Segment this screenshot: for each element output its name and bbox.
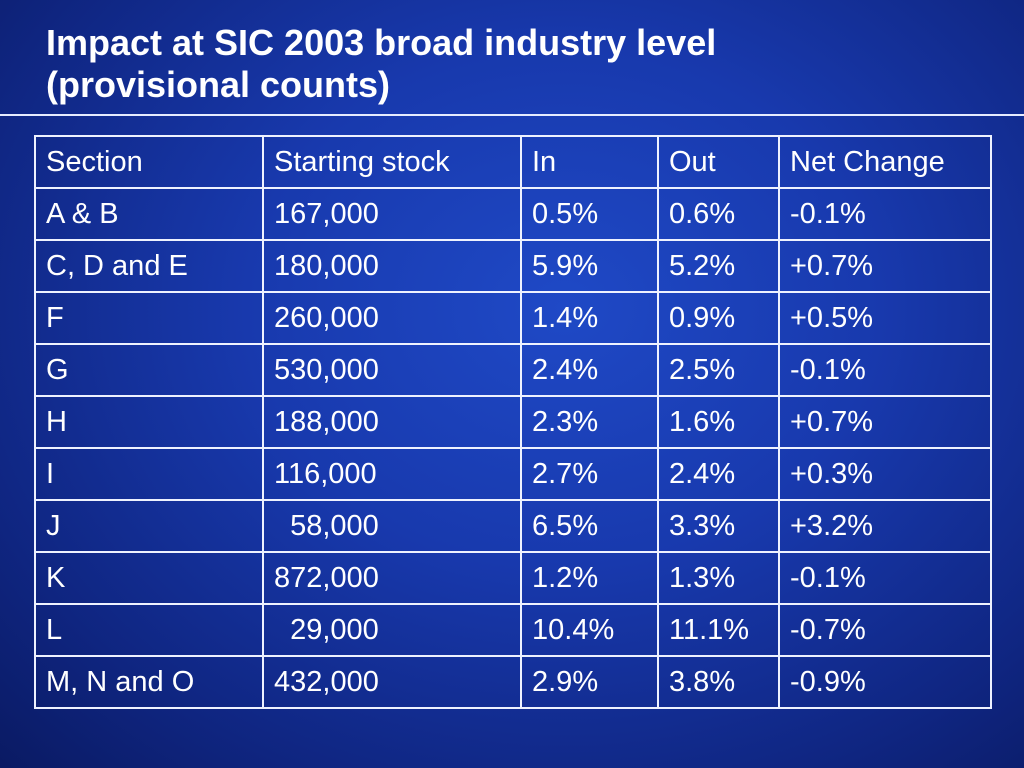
cell-section: A & B bbox=[34, 187, 264, 241]
cell-section: J bbox=[34, 499, 264, 553]
table-row: F 260,000 1.4% 0.9% +0.5% bbox=[34, 291, 992, 345]
header-cell-section: Section bbox=[34, 135, 264, 189]
cell-net-change: -0.1% bbox=[778, 187, 992, 241]
table-row: G 530,000 2.4% 2.5% -0.1% bbox=[34, 343, 992, 397]
slide-title-line-2: (provisional counts) bbox=[46, 64, 391, 105]
cell-starting-stock: 116,000 bbox=[262, 447, 522, 501]
cell-net-change: -0.1% bbox=[778, 551, 992, 605]
table-row: C, D and E 180,000 5.9% 5.2% +0.7% bbox=[34, 239, 992, 293]
cell-net-change: -0.7% bbox=[778, 603, 992, 657]
cell-starting-stock: 58,000 bbox=[262, 499, 522, 553]
cell-section: L bbox=[34, 603, 264, 657]
cell-section: H bbox=[34, 395, 264, 449]
cell-net-change: +0.3% bbox=[778, 447, 992, 501]
title-divider bbox=[0, 114, 1024, 116]
industry-impact-table: Section Starting stock In Out Net Change… bbox=[34, 135, 992, 709]
cell-net-change: +0.7% bbox=[778, 395, 992, 449]
cell-in: 1.2% bbox=[520, 551, 659, 605]
cell-net-change: -0.1% bbox=[778, 343, 992, 397]
cell-starting-stock: 29,000 bbox=[262, 603, 522, 657]
table-row: L 29,000 10.4% 11.1% -0.7% bbox=[34, 603, 992, 657]
header-cell-out: Out bbox=[657, 135, 780, 189]
cell-in: 0.5% bbox=[520, 187, 659, 241]
cell-section: F bbox=[34, 291, 264, 345]
cell-starting-stock: 180,000 bbox=[262, 239, 522, 293]
cell-in: 2.9% bbox=[520, 655, 659, 709]
cell-section: G bbox=[34, 343, 264, 397]
slide-title: Impact at SIC 2003 broad industry level … bbox=[46, 22, 1006, 106]
cell-in: 10.4% bbox=[520, 603, 659, 657]
cell-in: 5.9% bbox=[520, 239, 659, 293]
cell-out: 1.6% bbox=[657, 395, 780, 449]
cell-in: 6.5% bbox=[520, 499, 659, 553]
table-row: I 116,000 2.7% 2.4% +0.3% bbox=[34, 447, 992, 501]
table-row: M, N and O 432,000 2.9% 3.8% -0.9% bbox=[34, 655, 992, 709]
cell-starting-stock: 432,000 bbox=[262, 655, 522, 709]
slide-title-line-1: Impact at SIC 2003 broad industry level bbox=[46, 22, 717, 63]
table-body: Section Starting stock In Out Net Change… bbox=[34, 135, 992, 709]
cell-out: 3.3% bbox=[657, 499, 780, 553]
cell-net-change: +0.7% bbox=[778, 239, 992, 293]
cell-starting-stock: 530,000 bbox=[262, 343, 522, 397]
cell-starting-stock: 167,000 bbox=[262, 187, 522, 241]
cell-in: 2.4% bbox=[520, 343, 659, 397]
header-cell-in: In bbox=[520, 135, 659, 189]
cell-out: 0.6% bbox=[657, 187, 780, 241]
header-cell-starting-stock: Starting stock bbox=[262, 135, 522, 189]
cell-starting-stock: 872,000 bbox=[262, 551, 522, 605]
cell-out: 5.2% bbox=[657, 239, 780, 293]
cell-in: 1.4% bbox=[520, 291, 659, 345]
cell-out: 2.4% bbox=[657, 447, 780, 501]
cell-out: 3.8% bbox=[657, 655, 780, 709]
table-header-row: Section Starting stock In Out Net Change bbox=[34, 135, 992, 189]
table-row: J 58,000 6.5% 3.3% +3.2% bbox=[34, 499, 992, 553]
cell-net-change: +3.2% bbox=[778, 499, 992, 553]
cell-net-change: +0.5% bbox=[778, 291, 992, 345]
cell-section: I bbox=[34, 447, 264, 501]
cell-section: M, N and O bbox=[34, 655, 264, 709]
table-row: A & B 167,000 0.5% 0.6% -0.1% bbox=[34, 187, 992, 241]
cell-out: 1.3% bbox=[657, 551, 780, 605]
header-cell-net-change: Net Change bbox=[778, 135, 992, 189]
cell-out: 2.5% bbox=[657, 343, 780, 397]
cell-starting-stock: 260,000 bbox=[262, 291, 522, 345]
cell-out: 11.1% bbox=[657, 603, 780, 657]
table-row: H 188,000 2.3% 1.6% +0.7% bbox=[34, 395, 992, 449]
cell-section: C, D and E bbox=[34, 239, 264, 293]
cell-out: 0.9% bbox=[657, 291, 780, 345]
cell-in: 2.7% bbox=[520, 447, 659, 501]
cell-net-change: -0.9% bbox=[778, 655, 992, 709]
cell-in: 2.3% bbox=[520, 395, 659, 449]
cell-section: K bbox=[34, 551, 264, 605]
table-row: K 872,000 1.2% 1.3% -0.1% bbox=[34, 551, 992, 605]
cell-starting-stock: 188,000 bbox=[262, 395, 522, 449]
